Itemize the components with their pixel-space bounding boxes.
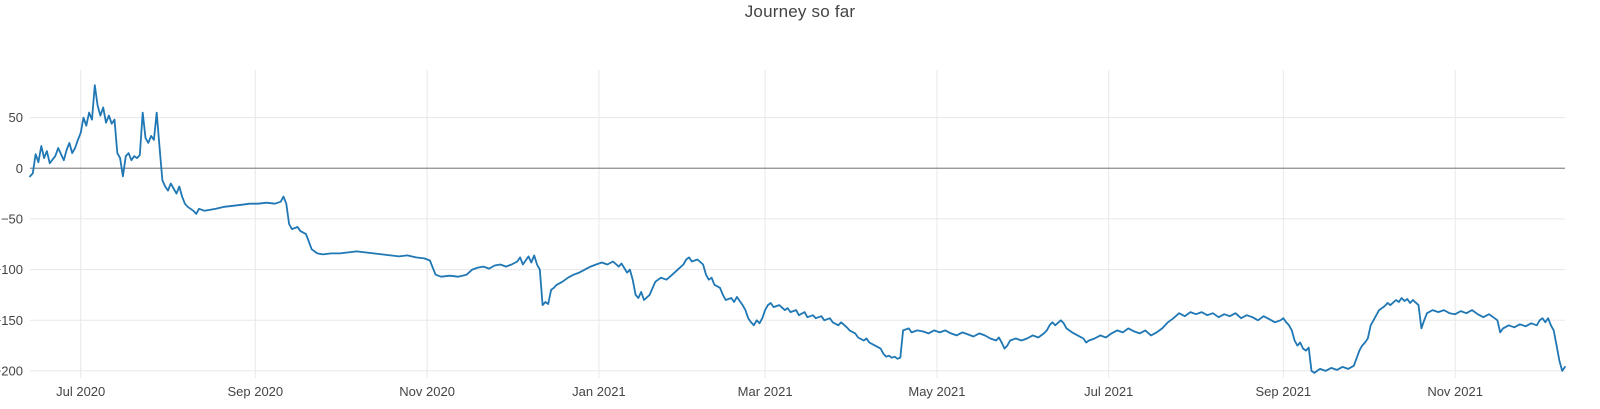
x-tick-label: Sep 2020	[227, 384, 283, 399]
y-tick-label: 50	[9, 110, 23, 125]
x-tick-label: May 2021	[908, 384, 965, 399]
x-tick-label: Nov 2021	[1427, 384, 1483, 399]
x-tick-label: Nov 2020	[399, 384, 455, 399]
y-tick-label: −100	[0, 262, 23, 277]
y-tick-label: −50	[1, 211, 23, 226]
x-tick-label: Jan 2021	[572, 384, 626, 399]
y-tick-label: −150	[0, 313, 23, 328]
x-tick-label: Mar 2021	[738, 384, 793, 399]
journey-series-line	[29, 84, 1566, 374]
x-tick-label: Jul 2021	[1084, 384, 1133, 399]
y-tick-label: 0	[16, 161, 23, 176]
x-tick-label: Jul 2020	[56, 384, 105, 399]
chart-title: Journey so far	[744, 2, 856, 21]
x-tick-label: Sep 2021	[1256, 384, 1312, 399]
y-tick-label: −200	[0, 363, 23, 378]
